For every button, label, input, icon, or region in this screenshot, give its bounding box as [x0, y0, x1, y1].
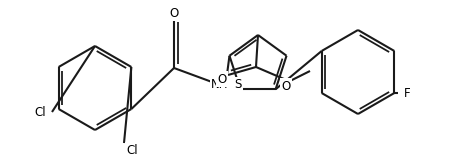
- Text: O: O: [169, 6, 178, 19]
- Text: S: S: [234, 78, 242, 91]
- Text: O: O: [217, 72, 226, 85]
- Text: Cl: Cl: [126, 143, 138, 156]
- Text: F: F: [403, 86, 410, 99]
- Text: O: O: [281, 80, 290, 93]
- Text: NH: NH: [211, 77, 228, 90]
- Text: Cl: Cl: [34, 105, 46, 118]
